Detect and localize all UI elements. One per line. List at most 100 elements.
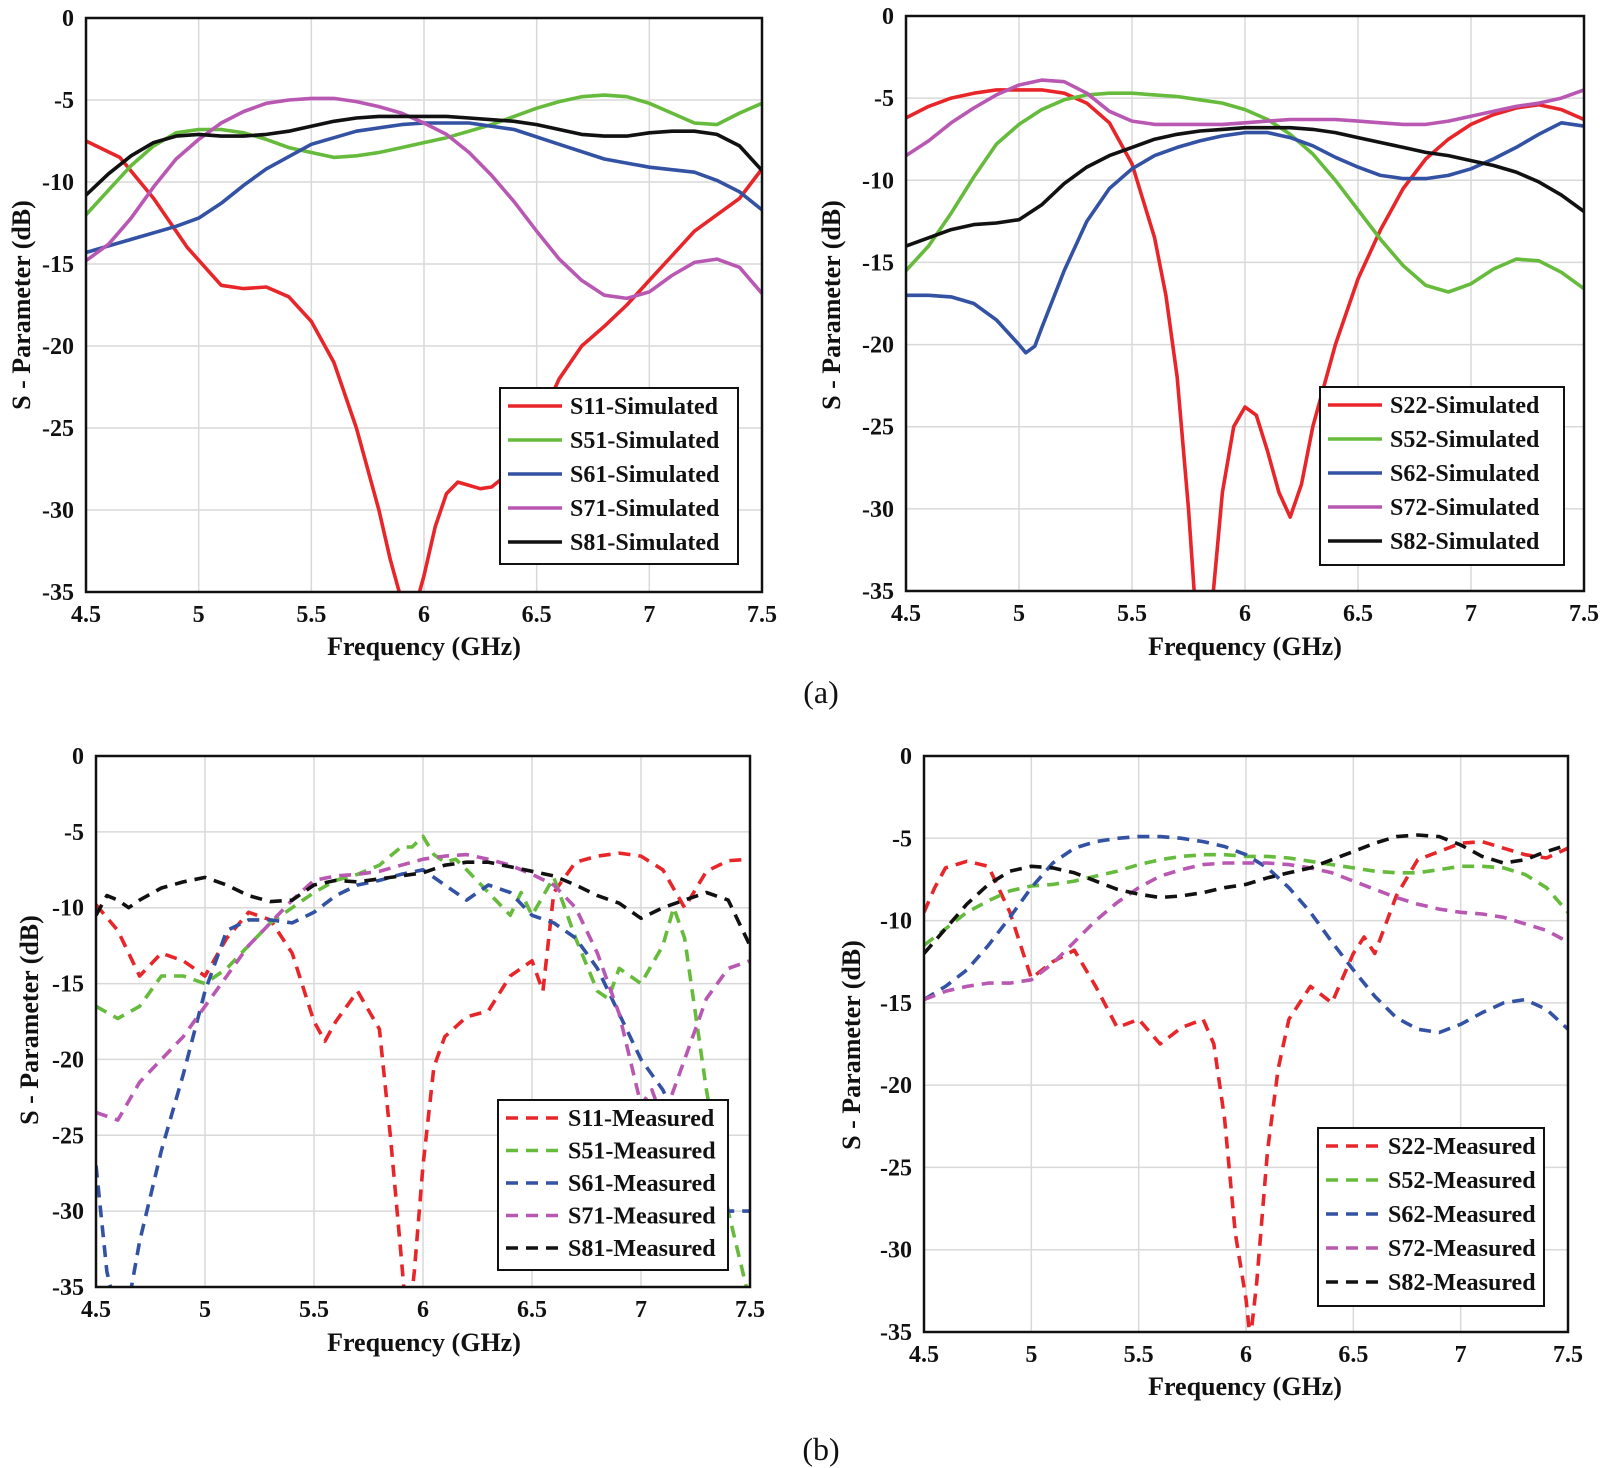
- x-tick-label: 4.5: [71, 602, 101, 628]
- axes-frame: [904, 14, 1586, 593]
- x-tick-label: 7: [643, 602, 655, 628]
- legend-label: S81-Measured: [568, 1236, 716, 1262]
- y-tick-label: -10: [880, 909, 912, 935]
- series-line-s71-measured: [96, 852, 750, 1122]
- legend-label: S51-Measured: [568, 1139, 716, 1165]
- series-line-s22-measured: [924, 839, 1568, 1332]
- x-axis-label: Frequency (GHz): [1148, 632, 1342, 661]
- series-line-s11-measured: [96, 851, 750, 1287]
- y-axis-label: S - Parameter (dB): [15, 915, 44, 1125]
- series-line-s72-measured: [924, 861, 1568, 1002]
- legend-label: S61-Simulated: [570, 462, 720, 488]
- caption-a: (a): [803, 674, 839, 710]
- x-tick-label: 6: [1239, 601, 1251, 627]
- y-tick-label: -25: [52, 1123, 84, 1149]
- series-line-s81-measured: [96, 860, 750, 947]
- x-tick-label: 7.5: [735, 1297, 765, 1323]
- y-tick-label: -30: [880, 1238, 912, 1264]
- legend-label: S82-Measured: [1388, 1270, 1536, 1296]
- x-tick-label: 6.5: [522, 602, 552, 628]
- x-tick-label: 5.5: [296, 602, 326, 628]
- legend-label: S61-Measured: [568, 1171, 716, 1197]
- series-line-s81-simulated: [86, 114, 762, 197]
- series-line-s51-measured: [96, 834, 749, 1287]
- chart-b-right-measured-port2: 4.5 5 5.5 6 6.5 7 7.5 0 -5 -10 -15 -20 -25 -30 -35 Freq…: [837, 744, 1583, 1401]
- x-tick-label: 7: [1465, 601, 1477, 627]
- legend-label: S71-Measured: [568, 1204, 716, 1230]
- legend: S11-Measured S51-Measured S61-Measured S71-…: [497, 1099, 729, 1271]
- y-tick-label: -35: [52, 1275, 84, 1301]
- x-tick-label: 4.5: [909, 1342, 939, 1368]
- x-tick-label: 6.5: [1343, 601, 1373, 627]
- y-tick-label: -35: [42, 580, 74, 606]
- legend-label: S71-Simulated: [570, 496, 720, 522]
- x-axis-label: Frequency (GHz): [1148, 1372, 1342, 1401]
- legend: S22-Measured S52-Measured S62-Measured S72-…: [1317, 1127, 1545, 1307]
- x-tick-label: 7.5: [1553, 1342, 1583, 1368]
- y-tick-label: -5: [874, 86, 894, 112]
- legend-box: [1319, 386, 1565, 566]
- y-tick-label: 0: [882, 4, 894, 30]
- plot-area: [96, 834, 750, 1287]
- legend: S11-Simulated S51-Simulated S61-Simulated S…: [499, 387, 739, 565]
- series-line-s72-simulated: [906, 78, 1584, 158]
- legend-box: [497, 1099, 729, 1271]
- y-tick-label: -5: [892, 826, 912, 852]
- series-line-s71-simulated: [86, 96, 762, 301]
- legend-label: S22-Simulated: [1390, 393, 1540, 419]
- legend-label: S82-Simulated: [1390, 529, 1540, 555]
- x-axis-label: Frequency (GHz): [327, 1328, 521, 1357]
- legend-label: S62-Simulated: [1390, 461, 1540, 487]
- y-tick-label: -25: [862, 415, 894, 441]
- y-axis-label: S - Parameter (dB): [837, 940, 866, 1150]
- legend-label: S81-Simulated: [570, 530, 720, 556]
- legend-label: S52-Simulated: [1390, 427, 1540, 453]
- x-tick-label: 5.5: [1124, 1342, 1154, 1368]
- legend-box: [499, 387, 739, 565]
- y-tick-label: -30: [52, 1199, 84, 1225]
- y-tick-label: -35: [862, 579, 894, 605]
- chart-b-left-measured-port1: 4.5 5 5.5 6 6.5 7 7.5 0 -5 -10 -15 -20 -25 -30 -35 Freq…: [15, 744, 765, 1357]
- series-line-s61-simulated: [86, 121, 762, 255]
- y-tick-label: -15: [862, 250, 894, 276]
- y-tick-label: -35: [880, 1320, 912, 1346]
- y-tick-label: -15: [52, 972, 84, 998]
- y-tick-label: 0: [62, 6, 74, 32]
- y-axis-label: S - Parameter (dB): [817, 200, 846, 410]
- plot-area: [86, 93, 762, 592]
- y-tick-label: -20: [880, 1073, 912, 1099]
- chart-a-right-simulated-port2: 4.5 5 5.5 6 6.5 7 7.5 0 -5 -10 -15 -20 -25 -30 -35 Freq…: [817, 4, 1599, 661]
- y-tick-label: -30: [42, 498, 74, 524]
- axes-frame: [94, 754, 752, 1289]
- x-tick-label: 6.5: [1338, 1342, 1368, 1368]
- x-tick-label: 5: [193, 602, 205, 628]
- series-line-s61-measured: [96, 868, 750, 1287]
- y-tick-label: -10: [52, 896, 84, 922]
- y-tick-label: -5: [54, 88, 74, 114]
- axes-frame: [84, 16, 764, 594]
- x-tick-label: 4.5: [81, 1297, 111, 1323]
- series-line-s82-measured: [924, 833, 1568, 955]
- legend-label: S62-Measured: [1388, 1202, 1536, 1228]
- x-tick-label: 5.5: [299, 1297, 329, 1323]
- x-tick-label: 6: [1240, 1342, 1252, 1368]
- x-tick-label: 5: [1013, 601, 1025, 627]
- legend: S22-Simulated S52-Simulated S62-Simulated S…: [1319, 386, 1565, 566]
- y-tick-label: -30: [862, 497, 894, 523]
- x-tick-label: 5: [199, 1297, 211, 1323]
- y-tick-label: -15: [42, 252, 74, 278]
- x-axis-label: Frequency (GHz): [327, 632, 521, 661]
- x-tick-label: 6.5: [517, 1297, 547, 1323]
- legend-label: S72-Simulated: [1390, 495, 1540, 521]
- y-tick-label: -20: [52, 1047, 84, 1073]
- x-tick-label: 7.5: [747, 602, 777, 628]
- legend-label: S51-Simulated: [570, 428, 720, 454]
- x-tick-label: 7: [635, 1297, 647, 1323]
- x-tick-label: 6: [417, 1297, 429, 1323]
- y-tick-label: -15: [880, 991, 912, 1017]
- legend-label: S52-Measured: [1388, 1168, 1536, 1194]
- x-tick-label: 5.5: [1117, 601, 1147, 627]
- plot-area: [906, 78, 1584, 591]
- series-line-s22-simulated: [906, 88, 1584, 591]
- y-tick-label: -20: [862, 333, 894, 359]
